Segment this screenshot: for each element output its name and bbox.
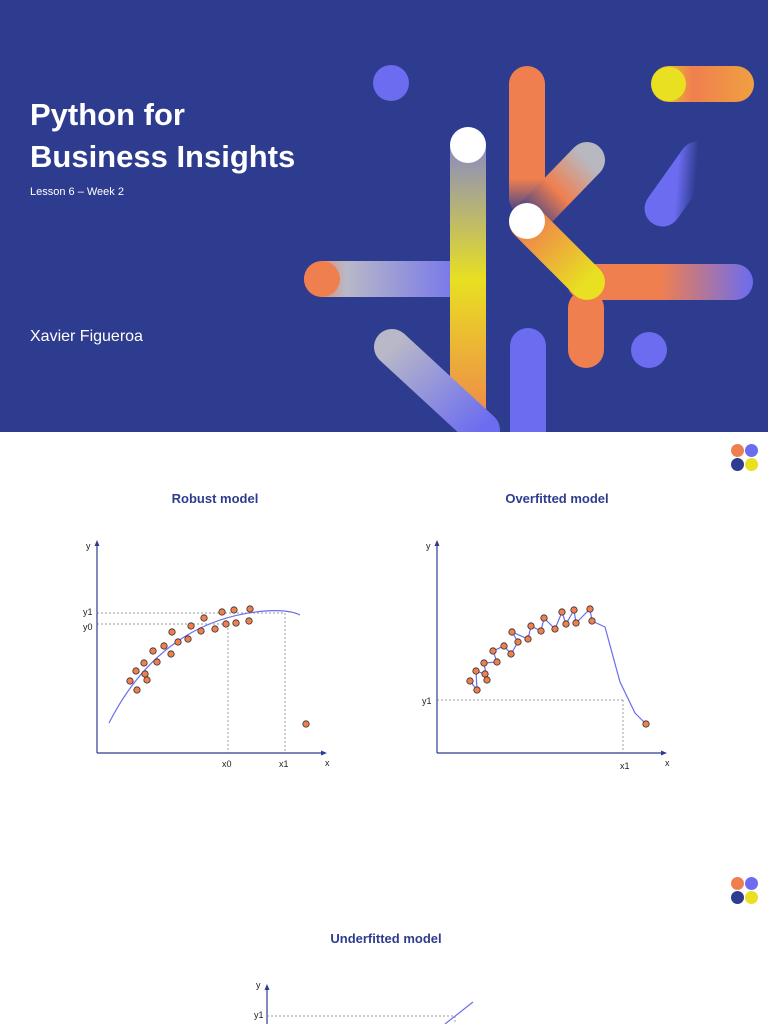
underfitted-model-chart: y y1 bbox=[254, 980, 474, 1024]
author-name: Xavier Figueroa bbox=[30, 328, 143, 345]
presentation-title: Python for Business Insights bbox=[30, 97, 296, 174]
overfitted-y1-label: y1 bbox=[422, 696, 432, 706]
robust-y0-label: y0 bbox=[83, 622, 93, 632]
underfitted-y1-label: y1 bbox=[254, 1010, 264, 1020]
robust-y1-label: y1 bbox=[83, 607, 93, 617]
robust-y-axis-label: y bbox=[86, 541, 91, 551]
lesson-subtitle: Lesson 6 – Week 2 bbox=[30, 186, 124, 198]
overfitted-x1-label: x1 bbox=[620, 761, 630, 771]
decorative-artwork bbox=[304, 65, 754, 432]
title-slide: Python for Business Insights Lesson 6 – … bbox=[0, 0, 768, 432]
robust-vs-overfitted-slide: Robust model Overfitted model y x y1 y0 … bbox=[0, 432, 768, 872]
overfitted-model-chart: y x y1 x1 bbox=[422, 540, 670, 771]
overfitted-x-axis-label: x bbox=[665, 758, 670, 768]
overfitted-y-axis-label: y bbox=[426, 541, 431, 551]
robust-model-chart: y x y1 y0 x0 x1 bbox=[83, 540, 330, 769]
robust-x1-label: x1 bbox=[279, 759, 289, 769]
four-dots-logo-icon bbox=[731, 444, 759, 472]
underfitted-slide: Underfitted model y y1 bbox=[0, 872, 768, 1024]
underfitted-model-title: Underfitted model bbox=[330, 931, 442, 946]
robust-model-title: Robust model bbox=[171, 491, 259, 506]
overfitted-model-title: Overfitted model bbox=[505, 491, 609, 506]
robust-x-axis-label: x bbox=[325, 758, 330, 768]
robust-x0-label: x0 bbox=[222, 759, 232, 769]
underfitted-y-axis-label: y bbox=[256, 980, 261, 990]
four-dots-logo-icon bbox=[731, 877, 759, 905]
